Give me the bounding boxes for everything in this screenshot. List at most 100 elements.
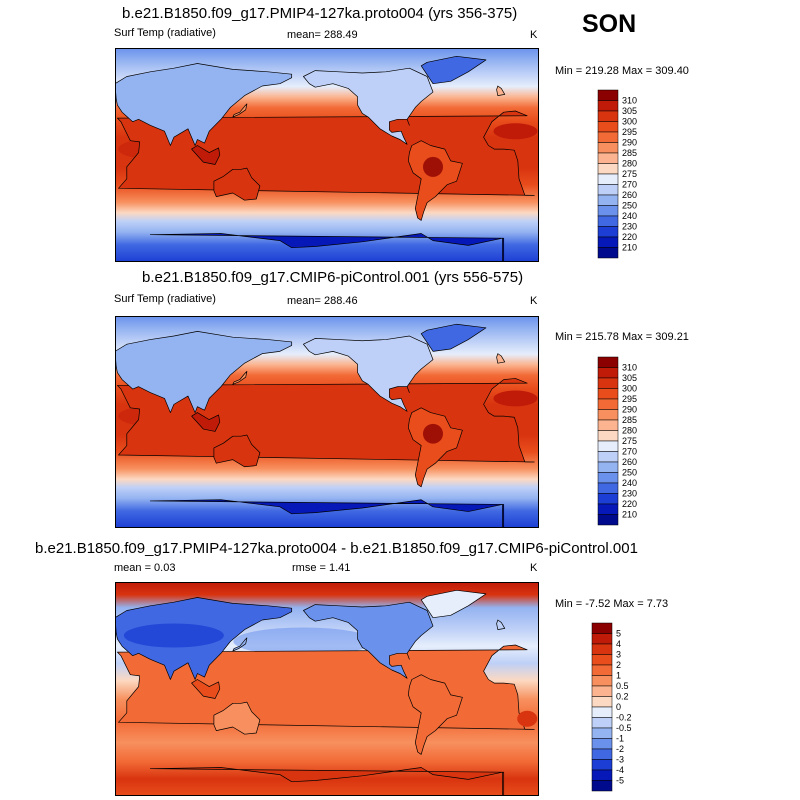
landmass-samerica (407, 674, 463, 755)
colorbar-swatch (597, 356, 619, 368)
landmass-uk (496, 619, 506, 630)
colorbar-swatch (597, 482, 619, 494)
colorbar-label: 0 (616, 702, 621, 712)
colorbar-label: 230 (622, 222, 637, 232)
panel-2-units: K (530, 295, 538, 307)
landmass-samerica (407, 407, 463, 488)
colorbar-label: 310 (622, 363, 637, 373)
colorbar-label: -0.5 (616, 723, 632, 733)
colorbar-swatch (597, 89, 619, 101)
colorbar-swatch (597, 152, 619, 164)
colorbar-label: 2 (616, 660, 621, 670)
landmass-namerica (303, 67, 434, 145)
landmass-australia (213, 701, 261, 735)
colorbar-swatch (591, 622, 613, 634)
map-frame (115, 582, 539, 796)
panel-2-title: b.e21.B1850.f09_g17.CMIP6-piControl.001 … (142, 269, 524, 286)
colorbar-swatch (591, 717, 613, 729)
colorbar-label: -0.2 (616, 713, 632, 723)
landmass-antarctica (149, 767, 505, 796)
colorbar-swatch (597, 215, 619, 227)
colorbar-label: -5 (616, 776, 624, 786)
landmass-greenland (420, 55, 487, 85)
sahara-hot-region (493, 123, 538, 140)
colorbar-swatch (597, 503, 619, 515)
colorbar-swatch (597, 398, 619, 410)
landmass-australia (213, 167, 261, 201)
colorbar-label: 275 (622, 169, 637, 179)
colorbar-swatch (591, 696, 613, 708)
colorbar-label: 300 (622, 117, 637, 127)
landmass-japan (232, 371, 248, 385)
colorbar-swatch (597, 377, 619, 389)
colorbar-swatch (591, 727, 613, 739)
colorbar-swatch (597, 131, 619, 143)
colorbar-label: 250 (622, 201, 637, 211)
sahara-hot-region (493, 390, 538, 407)
colorbar-swatch (597, 110, 619, 122)
colorbar-swatch (597, 419, 619, 431)
colorbar-label: 285 (622, 148, 637, 158)
colorbar-label: 210 (622, 243, 637, 253)
landmass-seasia (191, 145, 221, 165)
colorbar-swatch (597, 472, 619, 484)
colorbar-swatch (597, 409, 619, 421)
colorbar-label: -2 (616, 744, 624, 754)
colorbar-label: 295 (622, 127, 637, 137)
colorbar-label: 220 (622, 232, 637, 242)
colorbar-label: 260 (622, 190, 637, 200)
colorbar-label: 0.2 (616, 692, 629, 702)
panel-3-minmax: Min = -7.52 Max = 7.73 (555, 598, 669, 610)
landmass-eurasia (115, 331, 293, 413)
panel-3-map (115, 582, 539, 796)
panel-1-map (115, 48, 539, 262)
southern-africa-warm-anomaly (517, 710, 538, 727)
colorbar-label: 305 (622, 373, 637, 383)
panel-1-colorbar: 3103053002952902852802752702602502402302… (597, 89, 637, 259)
colorbar-label: 0.5 (616, 681, 629, 691)
landmass-uk (496, 85, 506, 96)
landmass-japan (232, 103, 248, 118)
colorbar-label: 5 (616, 629, 621, 639)
colorbar-swatch (597, 100, 619, 112)
landmass-eurasia (115, 63, 293, 146)
colorbar-label: 275 (622, 436, 637, 446)
colorbar-label: 230 (622, 489, 637, 499)
panel-3-rmse-label: rmse = 1.41 (292, 562, 351, 574)
landmass-australia (213, 434, 261, 468)
colorbar-swatch (597, 163, 619, 175)
colorbar-label: 285 (622, 415, 637, 425)
colorbar-label: 250 (622, 468, 637, 478)
colorbar-swatch (591, 685, 613, 697)
landmass-japan (232, 637, 248, 652)
colorbar-label: 305 (622, 106, 637, 116)
colorbar-label: -3 (616, 755, 624, 765)
colorbar-label: 290 (622, 405, 637, 415)
colorbar-swatch (597, 440, 619, 452)
colorbar-label: 220 (622, 499, 637, 509)
panel-1-mean-label: mean= 288.49 (287, 29, 358, 41)
colorbar-swatch (597, 121, 619, 133)
amazon-hot-region (423, 423, 443, 444)
landmass-seasia (191, 412, 221, 432)
landmass-uk (496, 353, 506, 364)
colorbar-swatch (591, 706, 613, 718)
map-frame (115, 316, 539, 528)
colorbar-swatch (591, 759, 613, 771)
panel-3-title: b.e21.B1850.f09_g17.PMIP4-127ka.proto004… (35, 540, 638, 557)
panel-2-variable-label: Surf Temp (radiative) (114, 293, 216, 305)
colorbar-swatch (597, 173, 619, 185)
colorbar-swatch (597, 205, 619, 217)
landmass-greenland (420, 323, 487, 352)
north-pacific-cool-anomaly (233, 627, 374, 656)
colorbar-label: 270 (622, 447, 637, 457)
colorbar-swatch (591, 654, 613, 666)
landmass-samerica (407, 140, 463, 221)
colorbar-label: 210 (622, 510, 637, 520)
colorbar-swatch (591, 738, 613, 750)
asia-cool-anomaly (123, 623, 224, 648)
landmass-antarctica (149, 499, 505, 528)
colorbar-swatch (591, 633, 613, 645)
colorbar-label: 1 (616, 671, 621, 681)
